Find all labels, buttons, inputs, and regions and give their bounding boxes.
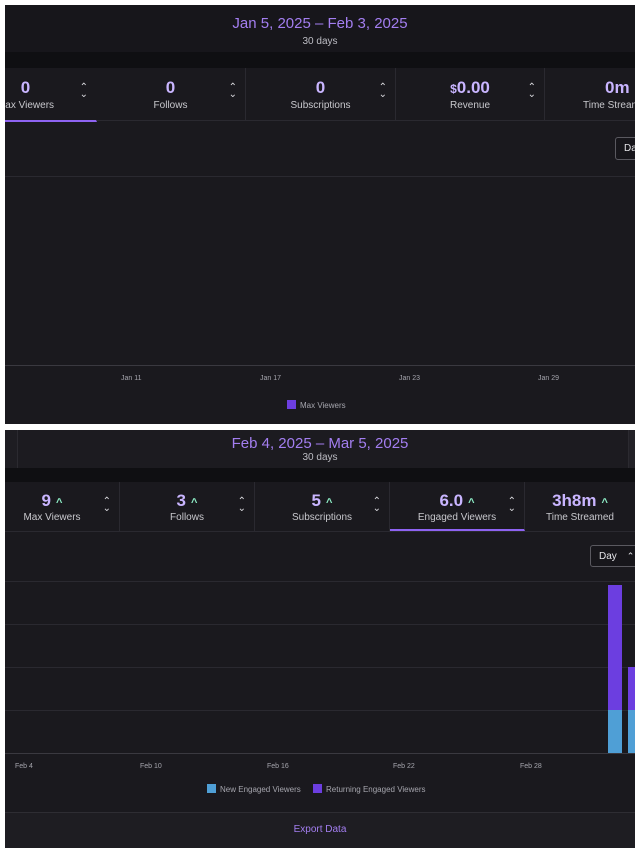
stat-time-streamed[interactable]: 3h8m ^ Time Streamed <box>525 482 635 531</box>
stat-number: 5 <box>311 491 322 510</box>
x-tick: Feb 22 <box>393 763 415 770</box>
chart-area: Day ⌃ Feb 4 Feb 10 Feb 16 Feb 22 Feb 28 N… <box>5 531 635 813</box>
sort-icon[interactable]: ⌃ ⌄ <box>378 82 387 100</box>
stat-label: Follows <box>153 100 188 111</box>
stat-value: 0 <box>165 78 176 97</box>
legend-label: Returning Engaged Viewers <box>326 785 426 794</box>
sort-icon[interactable]: ⌃ ⌄ <box>237 496 246 514</box>
legend-swatch <box>207 784 216 793</box>
sort-icon[interactable]: ⌃ ⌄ <box>102 496 111 514</box>
sort-icon[interactable]: ⌃ ⌄ <box>507 496 516 514</box>
trend-up-icon: ^ <box>468 497 475 509</box>
stat-label: Subscriptions <box>291 512 353 523</box>
legend-label: New Engaged Viewers <box>220 785 301 794</box>
trend-up-icon: ^ <box>601 497 608 509</box>
stats-row: 0 Max Viewers ⌃⌄ 0 Follows ⌃⌄ 0 Subscrip… <box>5 68 635 122</box>
revenue-amount: 0.00 <box>456 78 490 97</box>
chart-legend: Max Viewers <box>287 400 356 410</box>
x-axis <box>5 753 635 754</box>
stat-time-streamed[interactable]: 0m Time Streamed <box>545 68 635 120</box>
date-range: Jan 5, 2025 – Feb 3, 2025 <box>232 15 408 32</box>
sort-icon[interactable]: ⌃ ⌄ <box>527 82 536 100</box>
trend-up-icon: ^ <box>326 497 333 509</box>
interval-label: Day <box>599 551 617 562</box>
chart-legend: New Engaged Viewers Returning Engaged Vi… <box>207 784 436 794</box>
stat-engaged-viewers[interactable]: 6.0 ^ Engaged Viewers ⌃ ⌄ <box>390 482 525 531</box>
interval-select[interactable]: Day ⌃ <box>590 545 635 567</box>
bar-segment[interactable] <box>628 667 635 710</box>
stat-number: 3 <box>176 491 187 510</box>
legend-swatch <box>313 784 323 793</box>
legend-item[interactable]: Max Viewers <box>287 400 346 410</box>
x-tick: Feb 10 <box>140 763 162 770</box>
sort-icon[interactable]: ⌃ ⌄ <box>228 82 237 100</box>
x-tick: Feb 4 <box>15 763 33 770</box>
analytics-panel-feb: Feb 4, 2025 – Mar 5, 2025 30 days 9 ^ Max… <box>5 430 635 848</box>
trend-up-icon: ^ <box>191 497 198 509</box>
stat-value: 3 ^ <box>120 491 254 511</box>
x-tick: Feb 16 <box>267 763 289 770</box>
stat-value: 9 ^ <box>5 491 119 511</box>
bar-segment[interactable] <box>608 710 622 753</box>
stat-label: Time Streamed <box>546 512 614 523</box>
x-tick: Jan 23 <box>399 375 421 382</box>
date-range-days: 30 days <box>302 452 338 463</box>
export-data-link[interactable]: Export Data <box>293 824 347 835</box>
x-tick: Jan 11 <box>121 375 142 382</box>
bar-segment[interactable] <box>608 585 622 710</box>
interval-select[interactable]: Day <box>615 137 635 160</box>
date-range-header: Feb 4, 2025 – Mar 5, 2025 30 days <box>5 430 635 468</box>
currency-symbol: $ <box>450 82 457 96</box>
stat-label: Max Viewers <box>23 512 81 523</box>
stat-number: 9 <box>41 491 52 510</box>
date-range-days: 30 days <box>302 36 338 47</box>
x-tick: Jan 29 <box>538 375 560 382</box>
trend-up-icon: ^ <box>56 497 63 509</box>
stat-label: Revenue <box>449 100 491 111</box>
legend-item[interactable]: New Engaged Viewers <box>207 784 301 794</box>
legend-item[interactable]: Returning Engaged Viewers <box>313 784 426 794</box>
date-range: Feb 4, 2025 – Mar 5, 2025 <box>231 435 409 452</box>
stat-subscriptions[interactable]: 0 Subscriptions ⌃ ⌄ <box>246 68 396 120</box>
stat-follows[interactable]: 3 ^ Follows ⌃ ⌄ <box>120 482 255 531</box>
legend-label: Max Viewers <box>300 401 346 410</box>
stat-revenue[interactable]: $0.00 Revenue ⌃ ⌄ <box>396 68 545 120</box>
bar-segment[interactable] <box>628 710 635 753</box>
x-tick: Feb 28 <box>520 763 542 770</box>
chevron-down-icon: ⌃ <box>626 551 635 561</box>
stat-label: Follows <box>170 512 204 523</box>
chart-area: Day Jan 11 Jan 17 Jan 23 Jan 29 Max View… <box>5 121 635 424</box>
stat-follows[interactable]: 0 Follows ⌃ ⌄ <box>96 68 246 120</box>
stat-number: 3h8m <box>552 491 597 510</box>
x-axis <box>5 365 635 366</box>
stat-value: 3h8m ^ <box>525 491 635 511</box>
stat-label: Engaged Viewers <box>417 512 497 523</box>
stat-value: 6.0 ^ <box>390 491 524 511</box>
x-tick: Jan 17 <box>260 375 282 382</box>
stat-value: 0 <box>315 78 326 97</box>
sort-icon[interactable]: ⌃ ⌄ <box>372 496 381 514</box>
stat-label: Time Streamed <box>583 100 635 111</box>
stats-row: 9 ^ Max Viewers ⌃ ⌄ 3 ^ Follows ⌃ ⌄ 5 ^ Subsc… <box>5 482 635 532</box>
stat-max-viewers[interactable]: 0 Max Viewers ⌃⌄ <box>5 68 97 122</box>
legend-swatch <box>287 400 296 409</box>
stat-label: Max Viewers <box>5 100 55 111</box>
stat-max-viewers[interactable]: 9 ^ Max Viewers ⌃ ⌄ <box>5 482 120 531</box>
stat-label: Subscriptions <box>290 100 351 111</box>
analytics-panel-jan: Jan 5, 2025 – Feb 3, 2025 30 days 0 Max … <box>5 5 635 424</box>
sort-icon[interactable]: ⌃ ⌄ <box>79 82 88 100</box>
stat-value: 5 ^ <box>255 491 389 511</box>
date-range-header: Jan 5, 2025 – Feb 3, 2025 30 days <box>5 5 635 52</box>
stat-subscriptions[interactable]: 5 ^ Subscriptions ⌃ ⌄ <box>255 482 390 531</box>
stat-value: $0.00 <box>396 78 544 98</box>
stat-number: 6.0 <box>439 491 464 510</box>
stat-value: 0 <box>20 78 31 97</box>
footer-bar: Export Data <box>5 812 635 848</box>
stat-value: 0m <box>605 78 630 97</box>
